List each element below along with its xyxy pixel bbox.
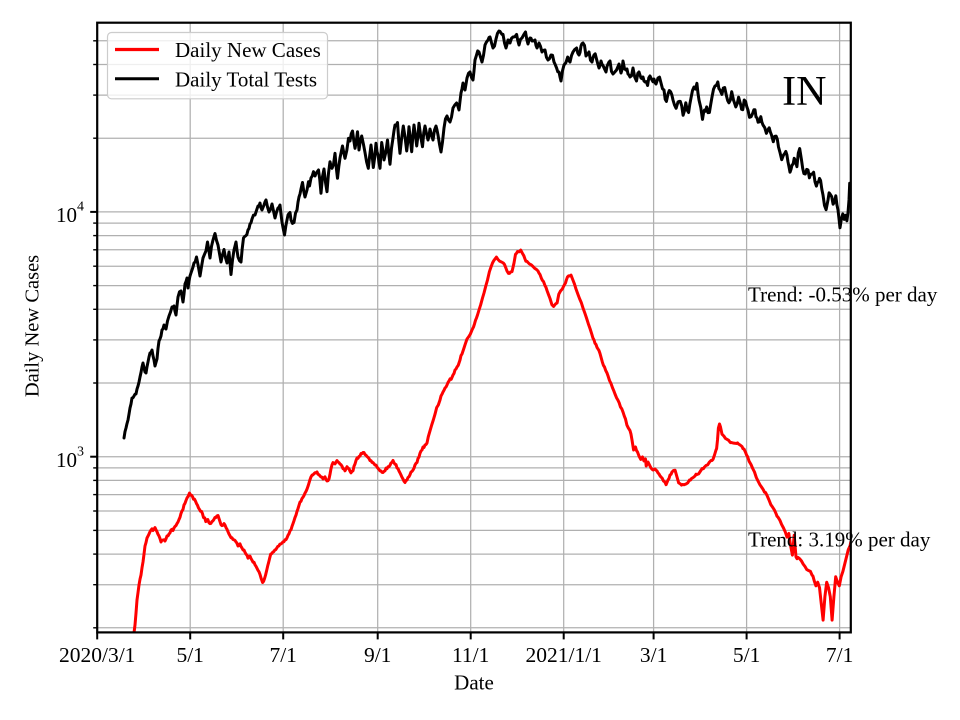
svg-text:Daily Total Tests: Daily Total Tests [175,67,317,91]
svg-text:IN: IN [782,69,826,115]
svg-text:7/1: 7/1 [826,643,853,667]
svg-text:11/1: 11/1 [452,643,489,667]
svg-text:Daily New Cases: Daily New Cases [175,38,321,62]
svg-text:5/1: 5/1 [176,643,203,667]
svg-text:9/1: 9/1 [364,643,391,667]
svg-text:Trend: 3.19% per day: Trend: 3.19% per day [748,528,931,552]
svg-text:Trend: -0.53% per day: Trend: -0.53% per day [748,283,938,307]
svg-text:2021/1/1: 2021/1/1 [525,643,601,667]
svg-text:Date: Date [454,671,494,695]
svg-text:5/1: 5/1 [733,643,760,667]
svg-text:2020/3/1: 2020/3/1 [59,643,135,667]
svg-text:Daily New Cases: Daily New Cases [22,255,44,397]
svg-text:3/1: 3/1 [640,643,667,667]
svg-text:7/1: 7/1 [269,643,296,667]
